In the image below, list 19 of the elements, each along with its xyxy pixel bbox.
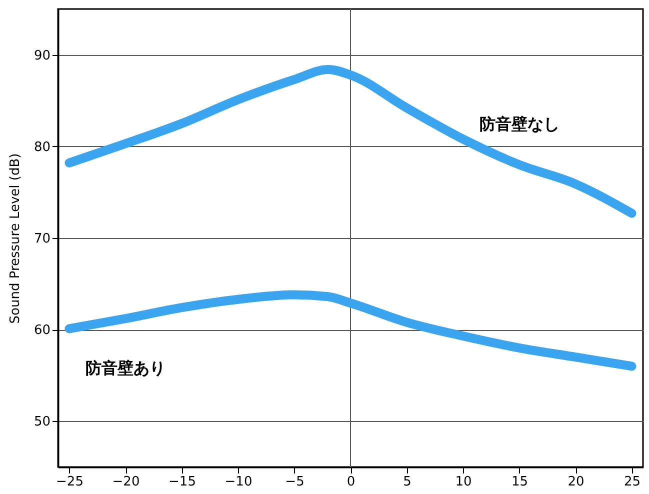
y-axis-title: Sound Pressure Level (dB) (8, 153, 23, 324)
series-label: 防音壁なし (479, 114, 560, 134)
x-tick-label: 15 (511, 474, 528, 490)
y-tick-label: 90 (34, 48, 50, 64)
y-tick-label: 80 (34, 140, 50, 155)
x-tick-label: −15 (168, 474, 196, 490)
x-tick-label: −5 (285, 474, 304, 490)
x-tick-label: 0 (346, 474, 356, 490)
x-tick-label: −25 (56, 474, 84, 490)
y-tick-label: 70 (34, 232, 50, 246)
x-tick-label: −20 (112, 474, 140, 490)
x-tick-label: 20 (568, 474, 584, 490)
text: 防音壁あり (86, 358, 166, 378)
x-tick-label: 5 (403, 474, 412, 490)
x-tick-label: 10 (455, 474, 472, 490)
y-tick-label: 50 (34, 414, 50, 430)
x-tick-label: −10 (224, 474, 252, 490)
x-tick-label: 25 (624, 474, 641, 490)
y-tick-label: 60 (34, 323, 50, 338)
